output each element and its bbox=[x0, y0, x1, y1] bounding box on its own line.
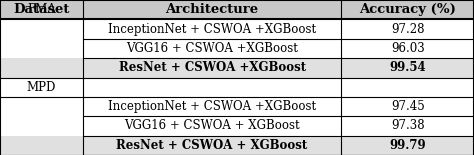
Text: 96.03: 96.03 bbox=[391, 42, 425, 55]
Bar bbox=[0, 116, 474, 136]
Text: VGG16 + CSWOA +XGBoost: VGG16 + CSWOA +XGBoost bbox=[126, 42, 298, 55]
Text: 99.79: 99.79 bbox=[389, 139, 426, 152]
Text: Architecture: Architecture bbox=[165, 3, 259, 16]
Text: VGG16 + CSWOA + XGBoost: VGG16 + CSWOA + XGBoost bbox=[124, 120, 300, 132]
Text: 97.45: 97.45 bbox=[391, 100, 425, 113]
Text: 97.38: 97.38 bbox=[391, 120, 424, 132]
Text: 99.54: 99.54 bbox=[389, 61, 426, 74]
Text: MPD: MPD bbox=[27, 81, 56, 94]
Bar bbox=[0, 0, 474, 19]
Text: 97.28: 97.28 bbox=[391, 23, 424, 35]
Bar bbox=[0, 136, 474, 155]
Bar bbox=[0, 39, 474, 58]
Text: ResNet + CSWOA +XGBoost: ResNet + CSWOA +XGBoost bbox=[118, 61, 306, 74]
Bar bbox=[0, 58, 474, 78]
Bar bbox=[0, 19, 474, 39]
Text: Dataset: Dataset bbox=[13, 3, 70, 16]
Bar bbox=[0, 78, 474, 97]
Text: InceptionNet + CSWOA +XGBoost: InceptionNet + CSWOA +XGBoost bbox=[108, 23, 316, 35]
Text: Accuracy (%): Accuracy (%) bbox=[359, 3, 456, 16]
Bar bbox=[0, 97, 474, 116]
Text: ResNet + CSWOA + XGBoost: ResNet + CSWOA + XGBoost bbox=[117, 139, 308, 152]
Text: FMA: FMA bbox=[27, 3, 56, 16]
Text: InceptionNet + CSWOA +XGBoost: InceptionNet + CSWOA +XGBoost bbox=[108, 100, 316, 113]
